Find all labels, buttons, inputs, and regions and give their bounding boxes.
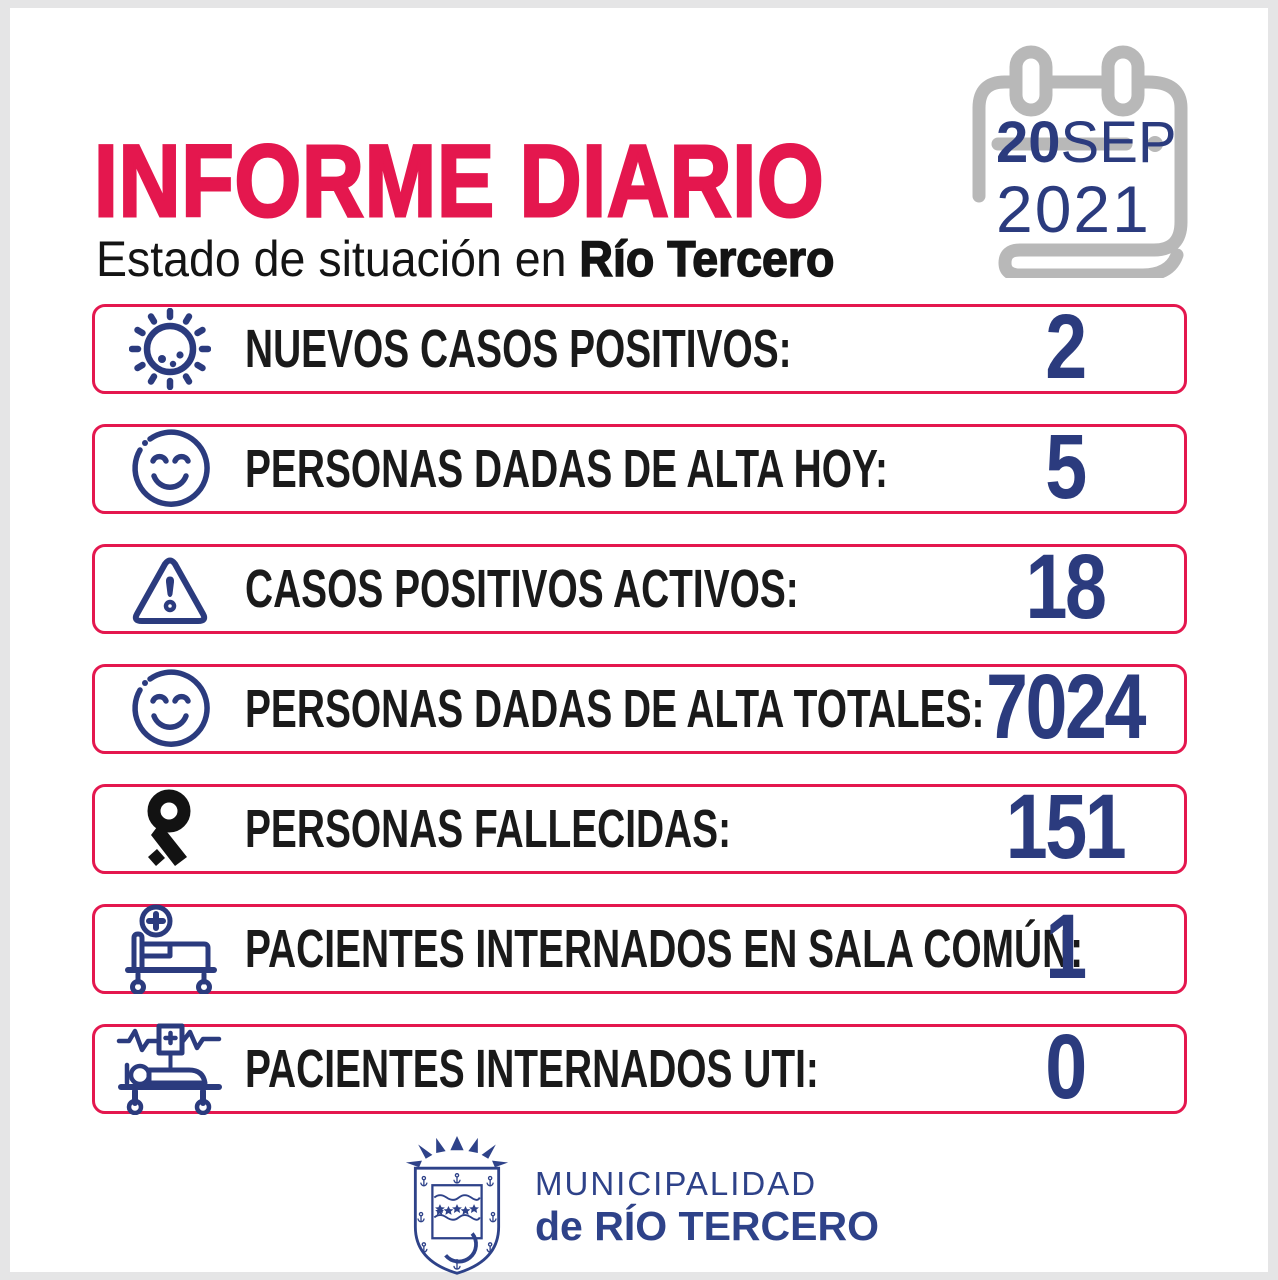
warning-icon	[95, 548, 245, 630]
calendar-year: 2021	[996, 172, 1151, 246]
page-title: INFORME DIARIO	[93, 124, 825, 238]
row-fallecidas: PERSONAS FALLECIDAS: 151	[92, 776, 1187, 879]
stat-label: PERSONAS FALLECIDAS:	[245, 799, 732, 859]
row-internados-sala: PACIENTES INTERNADOS EN SALA COMÚN: 1	[92, 896, 1187, 999]
row-altas-totales: PERSONAS DADAS DE ALTA TOTALES: 7024	[92, 656, 1187, 759]
calendar-month: SEP	[1060, 110, 1177, 175]
org-line2: de RÍO TERCERO	[535, 1203, 879, 1249]
row-nuevos-casos: NUEVOS CASOS POSITIVOS: 2	[92, 296, 1187, 399]
stat-value: 18	[1025, 536, 1106, 639]
org-line1: MUNICIPALIDAD	[535, 1165, 818, 1202]
stat-label: NUEVOS CASOS POSITIVOS:	[245, 319, 792, 379]
municipality-shield-logo	[405, 1136, 509, 1275]
calendar-date: 20SEP 2021	[996, 114, 1177, 246]
smiley-icon	[95, 427, 245, 511]
stat-label: PACIENTES INTERNADOS EN SALA COMÚN:	[245, 919, 1084, 979]
subtitle-city: Río Tercero	[579, 231, 835, 288]
row-internados-uti: PACIENTES INTERNADOS UTI: 0	[92, 1016, 1187, 1119]
stat-label: CASOS POSITIVOS ACTIVOS:	[245, 559, 799, 619]
stat-value: 7024	[985, 656, 1146, 759]
row-casos-activos: CASOS POSITIVOS ACTIVOS: 18	[92, 536, 1187, 639]
row-altas-hoy: PERSONAS DADAS DE ALTA HOY: 5	[92, 416, 1187, 519]
icu-bed-icon	[95, 1023, 245, 1115]
stat-value: 0	[1045, 1016, 1087, 1119]
virus-icon	[95, 308, 245, 390]
municipality-name: MUNICIPALIDAD de RÍO TERCERO	[535, 1167, 879, 1247]
ribbon-icon	[95, 787, 245, 871]
stat-label: PERSONAS DADAS DE ALTA TOTALES:	[245, 679, 985, 739]
stat-label: PACIENTES INTERNADOS UTI:	[245, 1039, 819, 1099]
stat-label: PERSONAS DADAS DE ALTA HOY:	[245, 439, 888, 499]
stat-value: 1	[1045, 896, 1087, 999]
footer: MUNICIPALIDAD de RÍO TERCERO	[10, 1136, 1268, 1278]
calendar-widget: 20SEP 2021	[958, 44, 1198, 278]
stat-value: 151	[1005, 776, 1127, 879]
calendar-icon	[972, 45, 1188, 278]
stat-value: 2	[1045, 296, 1087, 399]
subtitle-prefix: Estado de situación en	[96, 231, 580, 287]
stat-value: 5	[1045, 416, 1087, 519]
smiley-icon	[95, 667, 245, 751]
report-page: INFORME DIARIO Estado de situación en Rí…	[10, 8, 1268, 1275]
page-subtitle: Estado de situación en Río Tercero	[96, 231, 835, 288]
stats-list: NUEVOS CASOS POSITIVOS: 2 PERSONAS DADAS…	[92, 296, 1187, 1144]
calendar-day: 20	[996, 110, 1061, 175]
hospital-bed-icon	[95, 904, 245, 994]
